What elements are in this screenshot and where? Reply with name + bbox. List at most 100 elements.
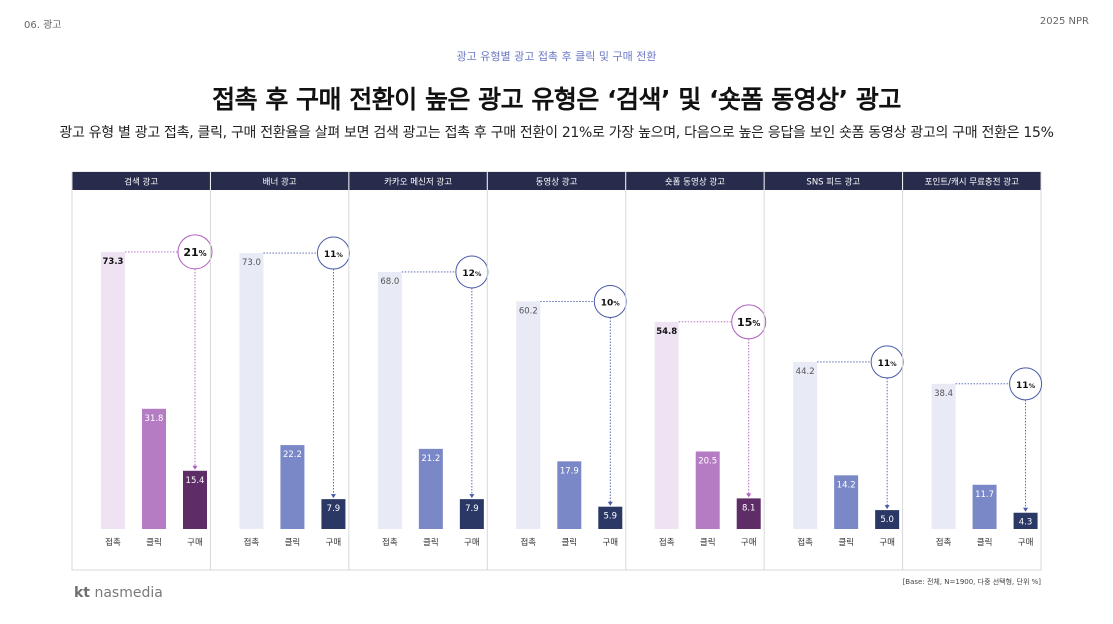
footnote: [Base: 전체, N=1900, 다중 선택형, 단위 %] — [902, 578, 1041, 586]
chart-kicker: 광고 유형별 광고 접촉 후 클릭 및 구매 전환 — [456, 50, 657, 63]
connector-arrowhead — [746, 493, 752, 498]
bar-value-label: 11.7 — [975, 490, 994, 500]
category-label: 구매 — [464, 538, 480, 548]
logo-name: nasmedia — [94, 585, 163, 601]
conversion-circle — [1009, 367, 1043, 401]
category-label: 접촉 — [659, 537, 675, 548]
connector-arrowhead — [884, 505, 890, 510]
bar — [598, 506, 623, 529]
report-label: 2025 NPR — [1039, 16, 1089, 27]
bar-value-label: 73.3 — [103, 257, 124, 267]
conversion-label: 11% — [1016, 381, 1036, 391]
bar — [736, 498, 761, 529]
category-label: 구매 — [741, 538, 757, 548]
panel-title: 배너 광고 — [263, 177, 297, 188]
bar-value-label: 5.9 — [604, 512, 618, 522]
page-subtitle: 광고 유형 별 광고 접촉, 클릭, 구매 전환율을 살펴 보면 검색 광고는 … — [59, 125, 1054, 141]
bar — [695, 451, 720, 529]
page-title: 접촉 후 구매 전환이 높은 광고 유형은 ‘검색’ 및 ‘숏폼 동영상’ 광고 — [212, 85, 901, 114]
panel-title: SNS 피드 광고 — [806, 177, 860, 188]
bar-value-label: 21.2 — [421, 454, 440, 464]
bar-value-label: 22.2 — [283, 450, 302, 460]
logo-kt: kt — [74, 585, 91, 601]
panel-title: 검색 광고 — [124, 177, 158, 188]
category-label: 접촉 — [936, 537, 952, 548]
panel-header — [903, 172, 1041, 190]
connector-arrowhead — [607, 501, 613, 506]
conversion-percent-sign: % — [475, 270, 482, 278]
connector-arrowhead — [330, 494, 336, 499]
panel-header — [210, 172, 349, 190]
bar — [834, 475, 859, 529]
category-label: 접촉 — [520, 537, 536, 548]
panel-header — [487, 172, 626, 190]
conversion-percent-sign: % — [1029, 382, 1036, 390]
conversion-circle — [593, 284, 627, 318]
bar-value-label: 31.8 — [145, 414, 164, 424]
conversion-circle — [731, 304, 767, 340]
category-label: 접촉 — [797, 537, 813, 548]
panel-title: 카카오 메신저 광고 — [384, 177, 452, 188]
conversion-circle — [455, 255, 489, 289]
panel-title: 동영상 광고 — [536, 177, 578, 188]
category-label: 클릭 — [285, 537, 301, 548]
bar-value-label: 17.9 — [560, 466, 579, 476]
section-label: 06. 광고 — [24, 20, 62, 31]
bar — [418, 448, 443, 529]
category-label: 구매 — [187, 538, 203, 548]
bar — [183, 470, 207, 529]
conversion-label: 10% — [601, 298, 621, 308]
conversion-percent-sign: % — [890, 360, 897, 368]
logo: kt nasmedia — [74, 585, 163, 601]
conversion-label: 11% — [324, 250, 344, 260]
conversion-circle — [870, 345, 904, 379]
category-label: 클릭 — [700, 537, 716, 548]
category-label: 구매 — [1018, 538, 1034, 548]
bar — [793, 361, 818, 529]
bar — [101, 251, 125, 529]
conversion-circle — [177, 234, 213, 270]
bar-value-label: 7.9 — [327, 504, 341, 514]
bar-value-label: 8.1 — [742, 503, 756, 513]
bar — [516, 301, 541, 529]
conversion-label: 12% — [462, 269, 482, 279]
panel-title: 포인트/캐시 무료충전 광고 — [925, 177, 1019, 188]
category-label: 클릭 — [423, 537, 439, 548]
conversion-label: 11% — [878, 359, 898, 369]
bar — [654, 321, 679, 529]
conversion-circle — [316, 236, 350, 270]
bar — [321, 499, 346, 529]
connector-arrowhead — [192, 465, 198, 470]
bar-value-label: 60.2 — [519, 306, 538, 316]
bar-value-label: 5.0 — [880, 515, 894, 525]
category-label: 클릭 — [561, 537, 577, 548]
connector-arrowhead — [1023, 507, 1029, 512]
category-label: 구매 — [326, 538, 342, 548]
panel-header — [72, 172, 210, 190]
category-label: 클릭 — [977, 537, 993, 548]
bar — [142, 408, 166, 529]
conversion-label: 21% — [183, 246, 206, 259]
bar — [1013, 512, 1038, 529]
bar — [280, 445, 305, 529]
category-label: 클릭 — [146, 537, 162, 548]
panel-header — [626, 172, 764, 190]
category-label: 접촉 — [382, 537, 398, 548]
bar-value-label: 73.0 — [242, 258, 261, 268]
bar-value-label: 44.2 — [796, 367, 815, 377]
panel-header — [349, 172, 487, 190]
category-label: 구매 — [879, 538, 895, 548]
bar — [377, 271, 402, 529]
bar — [459, 499, 484, 529]
bar-value-label: 20.5 — [698, 457, 717, 467]
conversion-percent-sign: % — [199, 249, 207, 258]
bar-value-label: 4.3 — [1019, 518, 1033, 528]
category-label: 클릭 — [838, 537, 854, 548]
conversion-percent-sign: % — [336, 251, 343, 259]
bar-value-label: 54.8 — [656, 327, 677, 337]
category-label: 구매 — [602, 538, 618, 548]
bar-value-label: 38.4 — [934, 389, 953, 399]
conversion-percent-sign: % — [752, 319, 760, 328]
conversion-label: 15% — [737, 316, 760, 329]
